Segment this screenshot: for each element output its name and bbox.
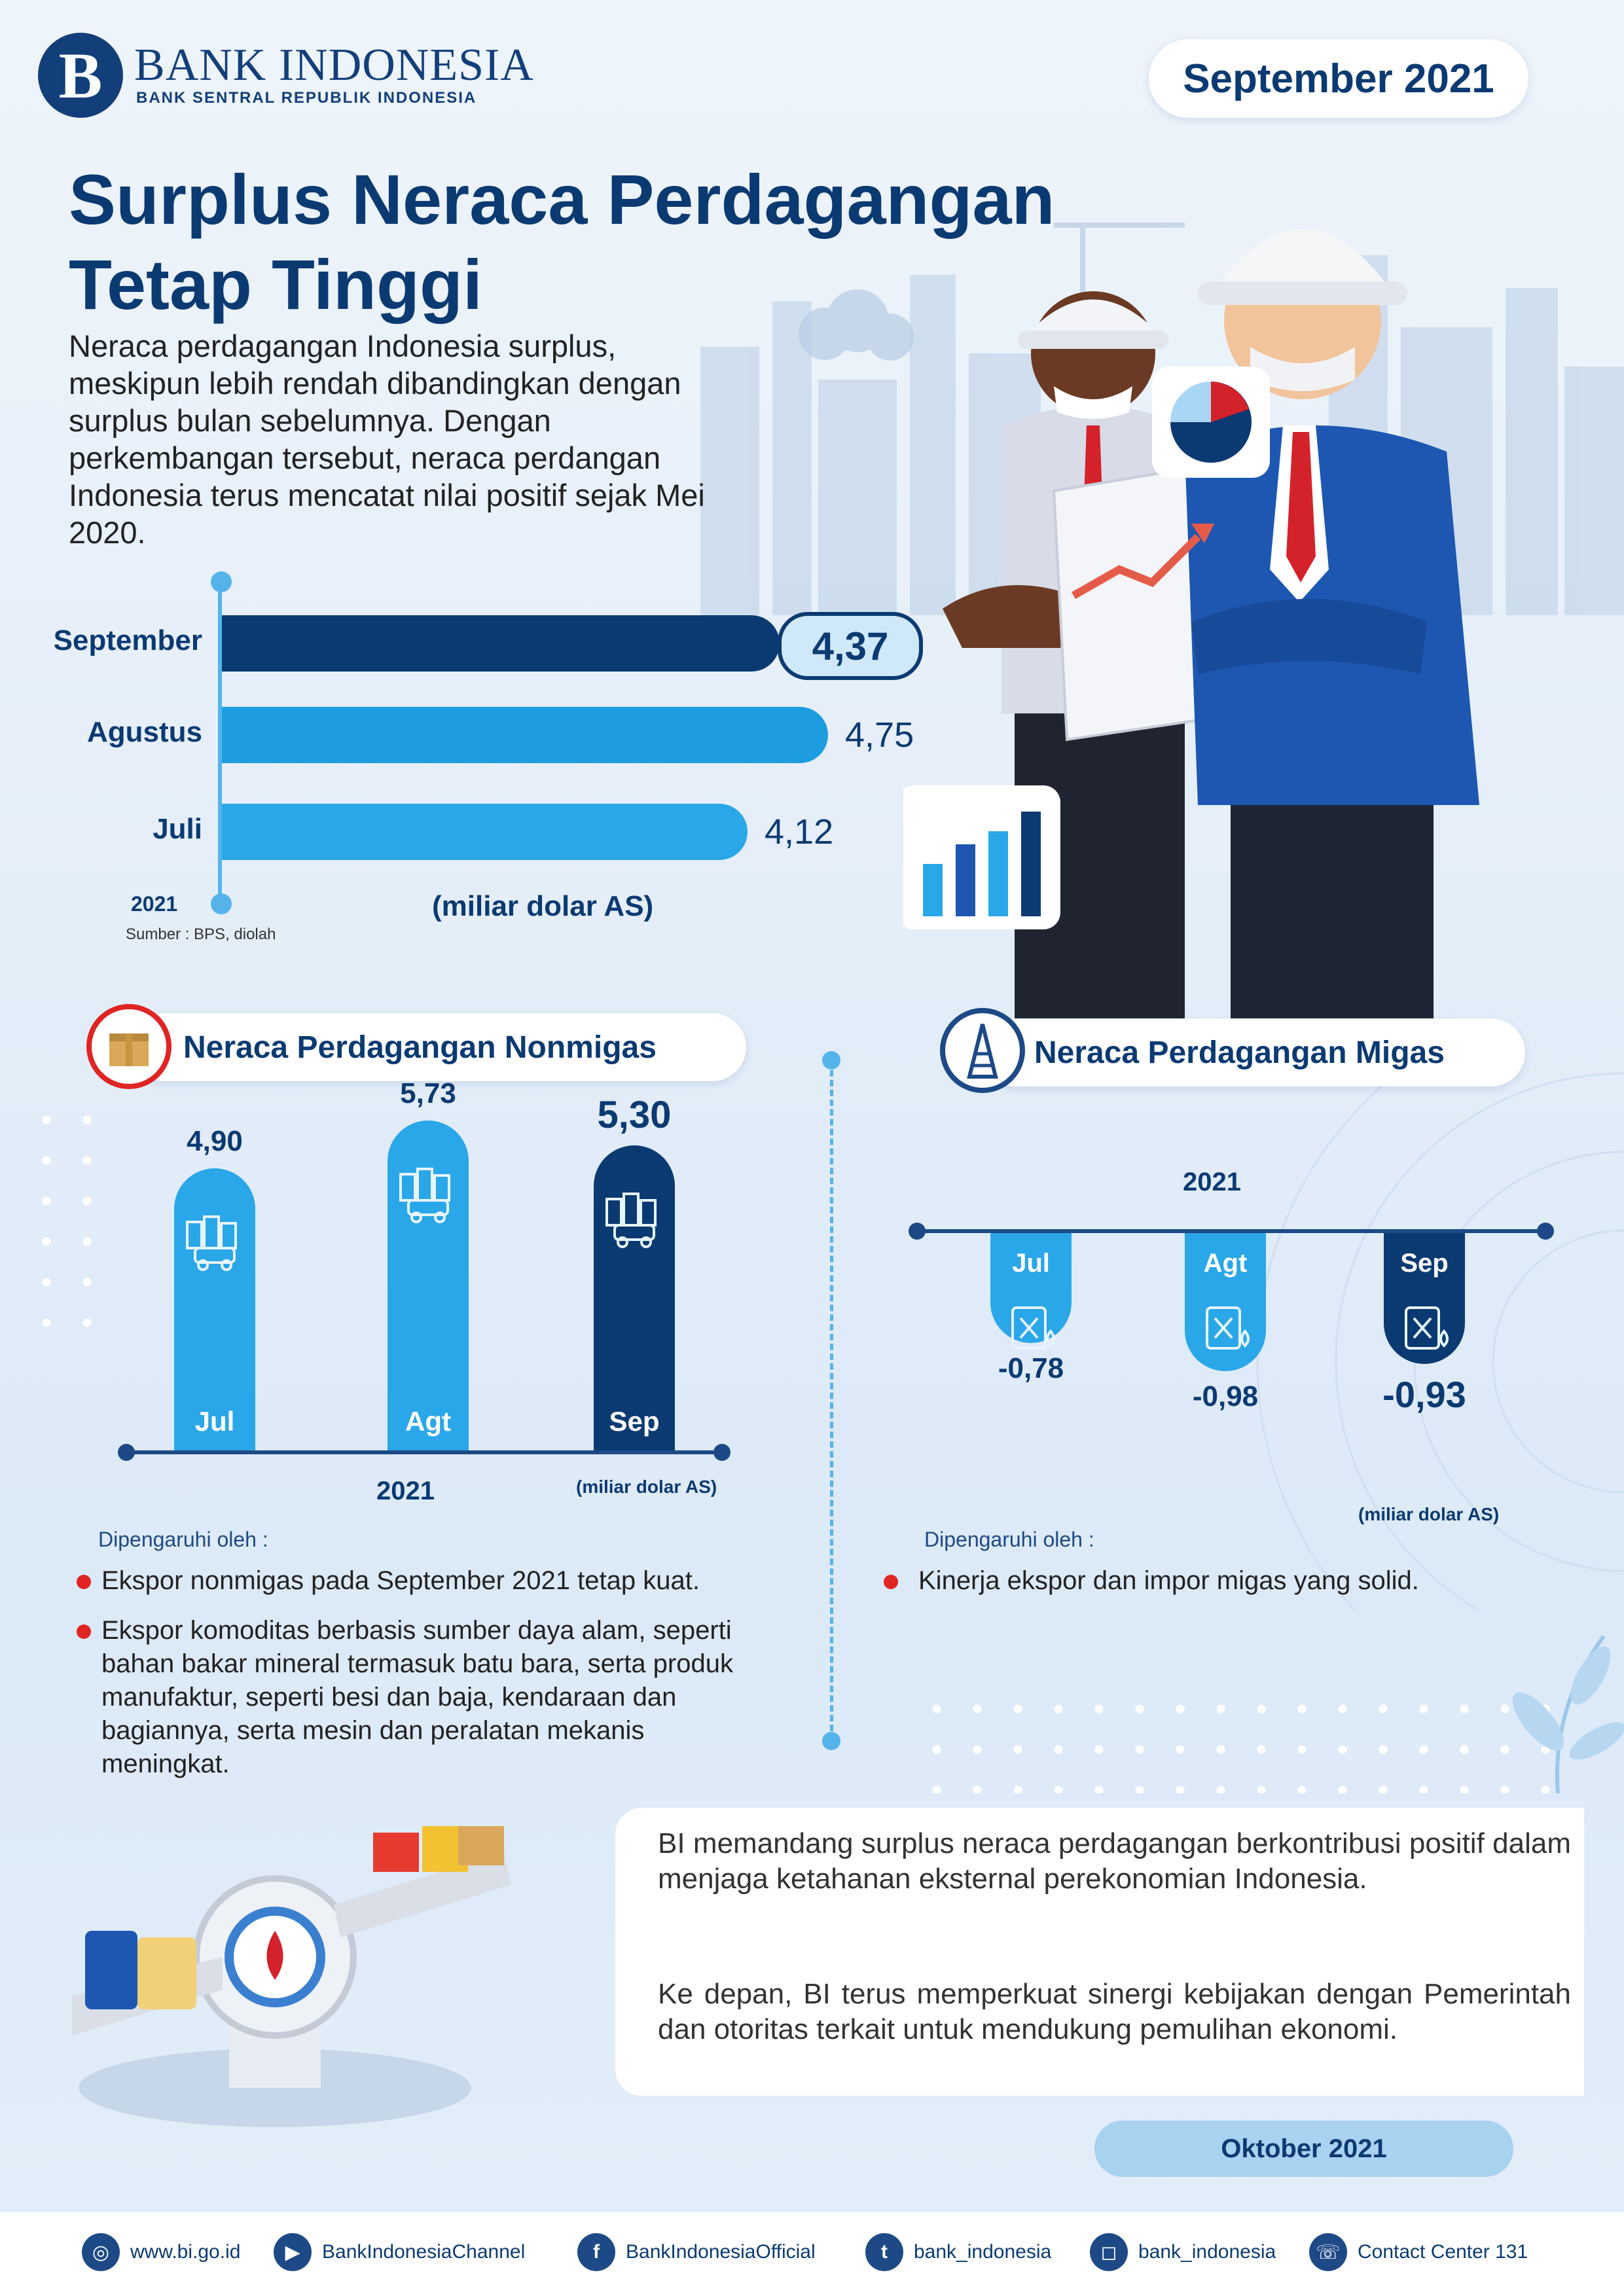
globe-icon: ◎ [82, 2233, 120, 2271]
footer-twitter-link[interactable]: t bank_indonesia [865, 2233, 1051, 2271]
nonmigas-bar [594, 1145, 675, 1450]
nonmigas-category: Sep [609, 1406, 660, 1437]
nonmigas-title-pill: Neraca Perdagangan Nonmigas [131, 1013, 746, 1081]
logo-name: BANK INDONESIA [134, 40, 534, 90]
migas-title-pill: Neraca Perdagangan Migas [982, 1018, 1525, 1086]
phone-icon: ☏ [1309, 2233, 1347, 2271]
page-title: Surplus Neraca Perdagangan Tetap Tinggi [69, 157, 1182, 327]
trade-balance-year: 2021 [131, 892, 178, 916]
migas-bar [1384, 1233, 1465, 1364]
youtube-icon: ▶ [274, 2233, 312, 2271]
footer-instagram-label: bank_indonesia [1138, 2241, 1276, 2263]
nonmigas-value: 5,73 [400, 1077, 456, 1109]
conclusion-paragraph-2: Ke depan, BI terus memperkuat sinergi ke… [658, 1978, 1571, 2045]
migas-value: -0,98 [1192, 1380, 1259, 1412]
migas-axis [916, 1229, 1545, 1233]
axis-dot [118, 1444, 135, 1461]
footer-bar [0, 2212, 1624, 2296]
migas-value: -0,78 [998, 1352, 1064, 1384]
footer-twitter-label: bank_indonesia [914, 2241, 1052, 2263]
conclusion-card [615, 1808, 1584, 2096]
migas-factor-1: Kinerja ekspor dan impor migas yang soli… [918, 1566, 1419, 1595]
footer-contact-label: Contact Center 131 [1358, 2241, 1528, 2263]
trade-balance-category: Agustus [87, 716, 202, 748]
source-note: Sumber : BPS, diolah [126, 925, 276, 943]
jerry-can-icon [1193, 1299, 1258, 1357]
period-badge: September 2021 [1149, 39, 1528, 118]
footer-website-link[interactable]: ◎ www.bi.go.id [82, 2233, 240, 2271]
trade-balance-bar [222, 804, 748, 860]
nonmigas-factor-2: Ekspor komoditas berbasis sumber daya al… [101, 1616, 733, 1778]
bullet-dot [884, 1575, 898, 1589]
cargo-truck-icon [182, 1214, 247, 1273]
title-line-2: Tetap Tinggi [69, 245, 482, 324]
divider-dot [822, 1051, 840, 1069]
nonmigas-axis [126, 1450, 721, 1454]
migas-category: Jul [1012, 1249, 1050, 1278]
trade-balance-unit: (miliar dolar AS) [432, 890, 654, 922]
footer-facebook-label: BankIndonesiaOfficial [626, 2241, 816, 2263]
cargo-truck-icon [602, 1191, 667, 1250]
dot-pattern [26, 1100, 105, 1335]
migas-category: Agt [1203, 1249, 1248, 1278]
axis-dot [211, 893, 232, 914]
migas-year: 2021 [1183, 1168, 1241, 1196]
axis-dot [211, 571, 232, 592]
jerry-can-icon [998, 1299, 1064, 1357]
logo-subtitle: BANK SENTRAL REPUBLIK INDONESIA [136, 89, 477, 107]
trade-balance-axis [218, 579, 222, 906]
dot-pattern [916, 1689, 1558, 1793]
nonmigas-year: 2021 [376, 1477, 435, 1505]
workers-illustration [903, 229, 1479, 1021]
axis-dot [909, 1223, 926, 1240]
divider-dot [822, 1732, 840, 1750]
title-line-1: Surplus Neraca Perdagangan [69, 160, 1055, 239]
conclusion-paragraph-1: BI memandang surplus neraca perdagangan … [658, 1827, 1571, 1895]
jerry-can-icon [1392, 1299, 1457, 1357]
nonmigas-factor-1: Ekspor nonmigas pada September 2021 teta… [101, 1566, 700, 1595]
bullet-dot [77, 1624, 91, 1639]
trade-balance-value: 4,75 [845, 715, 914, 755]
trade-balance-value: 4,12 [765, 812, 834, 852]
nonmigas-title: Neraca Perdagangan Nonmigas [183, 1030, 657, 1065]
release-date-pill: Oktober 2021 [1094, 2121, 1513, 2177]
footer-instagram-link[interactable]: ◻ bank_indonesia [1090, 2233, 1276, 2271]
footer-youtube-label: BankIndonesiaChannel [322, 2241, 526, 2263]
footer-contact-link[interactable]: ☏ Contact Center 131 [1309, 2233, 1528, 2271]
bullet-dot [77, 1575, 91, 1589]
cargo-truck-icon [395, 1166, 461, 1225]
trade-balance-bar [222, 707, 828, 763]
migas-factors-heading: Dipengaruhi oleh : [924, 1528, 1094, 1551]
balance-scale-illustration [72, 1826, 511, 2127]
bank-indonesia-logo: B [38, 33, 123, 118]
twitter-icon: t [865, 2233, 903, 2271]
cargo-box-icon [86, 1004, 171, 1089]
instagram-icon: ◻ [1090, 2233, 1128, 2271]
highlight-value-pill: 4,37 [778, 612, 923, 680]
migas-value: -0,93 [1382, 1374, 1466, 1415]
trade-balance-bar [222, 615, 780, 672]
nonmigas-category: Agt [405, 1406, 451, 1437]
migas-unit: (miliar dolar AS) [1358, 1504, 1500, 1524]
footer-website-label: www.bi.go.id [130, 2241, 241, 2263]
nonmigas-bar [174, 1168, 255, 1450]
trade-balance-category: September [53, 624, 202, 656]
migas-title: Neraca Perdagangan Migas [1034, 1035, 1445, 1070]
nonmigas-category: Jul [194, 1406, 235, 1437]
nonmigas-value: 5,30 [597, 1094, 672, 1136]
footer-youtube-link[interactable]: ▶ BankIndonesiaChannel [274, 2233, 525, 2271]
footer-facebook-link[interactable]: f BankIndonesiaOfficial [577, 2233, 816, 2271]
migas-category: Sep [1400, 1249, 1449, 1278]
nonmigas-factors-heading: Dipengaruhi oleh : [98, 1528, 268, 1551]
axis-dot [713, 1444, 731, 1461]
nonmigas-unit: (miliar dolar AS) [576, 1477, 717, 1497]
facebook-icon: f [577, 2233, 615, 2271]
trade-balance-category: Juli [153, 813, 202, 845]
oil-rig-icon [940, 1008, 1025, 1093]
leaf-decoration [1512, 1635, 1624, 1794]
section-divider [830, 1060, 833, 1741]
intro-text: Neraca perdagangan Indonesia surplus, me… [69, 329, 705, 550]
nonmigas-value: 4,90 [187, 1125, 243, 1157]
axis-dot [1537, 1223, 1554, 1240]
